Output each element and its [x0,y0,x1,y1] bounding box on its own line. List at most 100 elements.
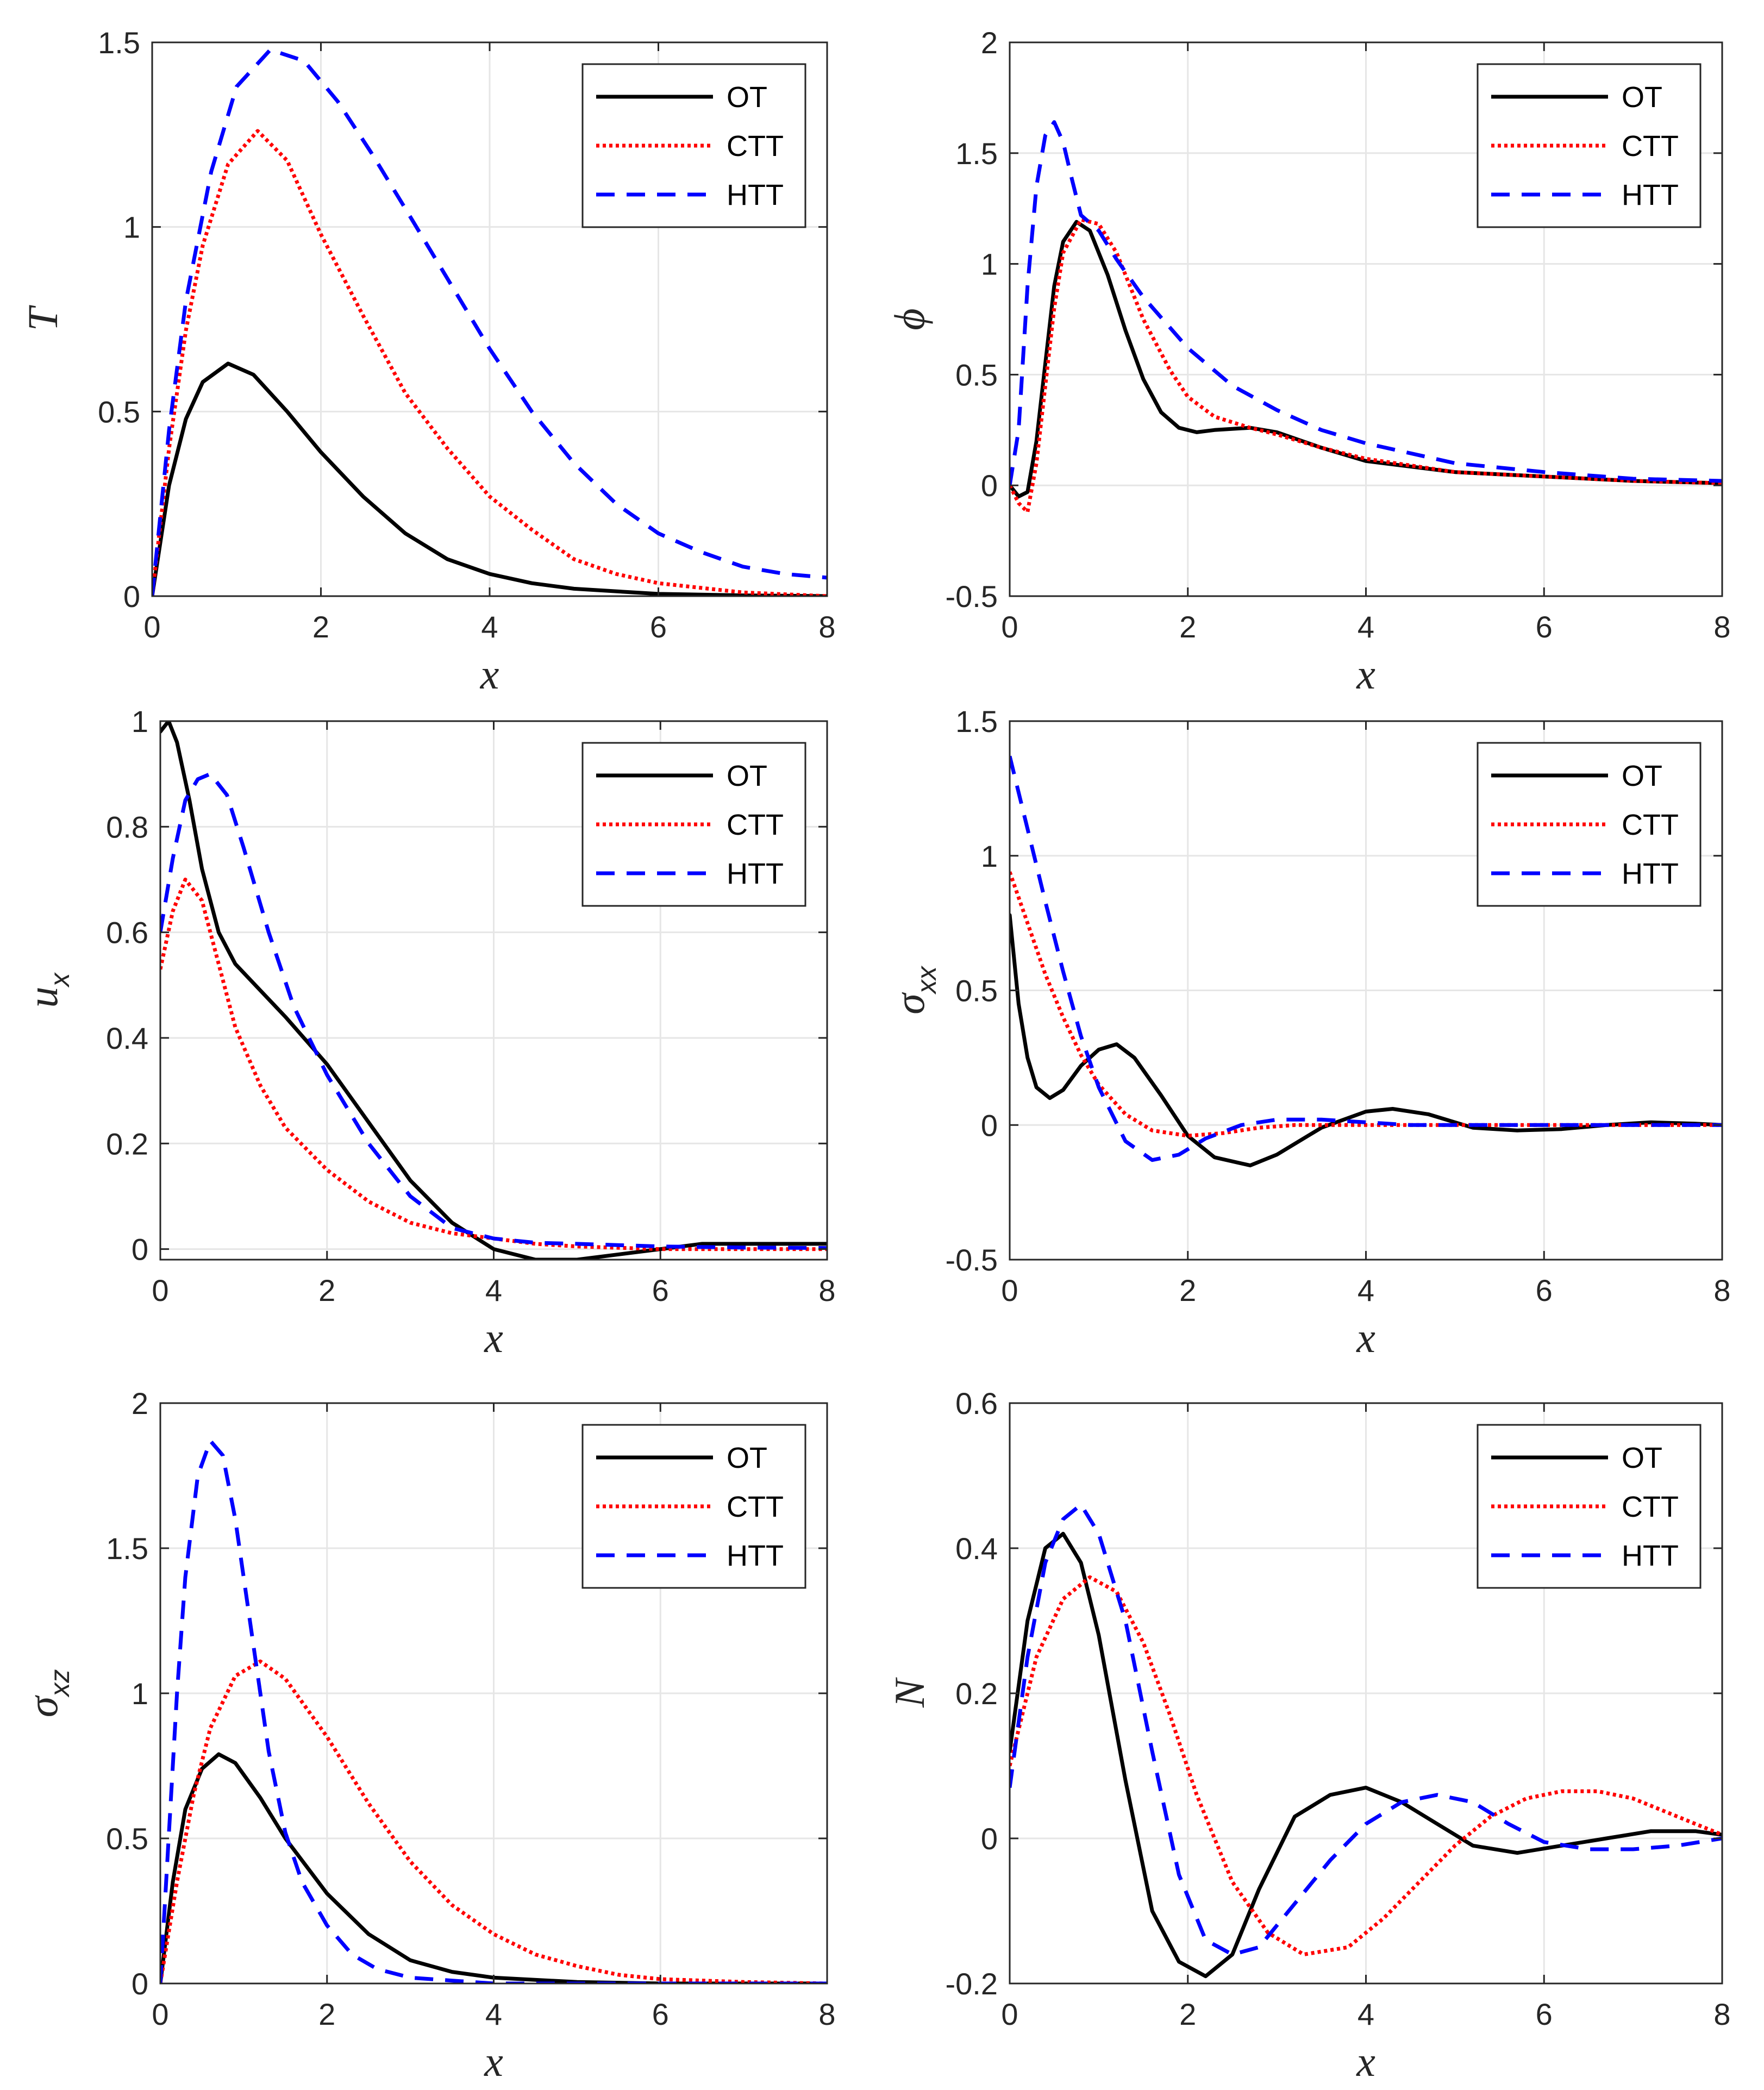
x-tick-label: 6 [650,610,667,644]
y-tick-label: 0 [123,579,140,614]
legend-label-htt: HTT [727,1540,784,1572]
y-axis-label-main: ϕ [886,308,933,330]
series-line-htt [1010,120,1722,486]
x-tick-label: 4 [1358,1273,1374,1307]
y-tick-label: -0.5 [946,579,998,614]
legend-label-ot: OT [1622,81,1662,114]
x-tick-label: 8 [1713,610,1730,644]
x-tick-label: 4 [481,610,498,644]
series-line-htt [160,1438,827,1983]
y-tick-label: -0.2 [946,1967,998,2001]
legend: OT CTT HTT [581,742,806,907]
x-tick-label: 4 [485,1997,502,2031]
panel-sxz: 0 2 4 6 8 0 0.5 1 1.5 2 x σxz OT CTT HTT [19,1386,836,2085]
legend-label-ctt: CTT [727,809,784,841]
series-line-ot [152,361,827,596]
legend-label-ot: OT [727,760,767,792]
x-tick-label: 6 [1536,610,1553,644]
y-tick-label: 1.5 [955,704,998,739]
y-axis-label-main: u [19,987,66,1008]
x-tick-label: 4 [1358,610,1374,644]
x-tick-label: 2 [318,1273,335,1307]
x-tick-label: 2 [318,1997,335,2031]
y-tick-label: 0.5 [98,395,140,429]
x-tick-label: 8 [1713,1273,1730,1307]
series-line-htt [152,48,827,596]
y-tick-label: 0.5 [106,1822,148,1856]
y-tick-label: 0.4 [955,1531,998,1566]
x-tick-label: 6 [652,1273,669,1307]
x-tick-label: 8 [1713,1997,1730,2031]
x-axis-label: x [484,2038,503,2085]
y-axis-label-subscript: xx [911,965,942,994]
x-tick-label: 0 [152,1997,168,2031]
legend-label-ctt: CTT [727,1491,784,1523]
y-tick-label: 1.5 [106,1531,148,1566]
y-tick-label: 0 [981,1108,998,1142]
series-line-ctt [160,878,827,1252]
legend-label-ctt: CTT [727,130,784,162]
y-tick-label: -0.5 [946,1243,998,1277]
y-axis-label-main: T [19,305,66,331]
y-tick-label: 2 [132,1386,148,1421]
series-line-ctt [1010,217,1722,514]
legend-label-ot: OT [1622,760,1662,792]
legend-label-htt: HTT [727,179,784,211]
x-tick-label: 2 [1179,610,1196,644]
legend-label-htt: HTT [1622,1540,1679,1572]
legend-label-htt: HTT [1622,858,1679,890]
y-tick-label: 1 [132,704,148,739]
x-tick-label: 8 [818,610,835,644]
x-tick-label: 6 [1536,1997,1553,2031]
y-axis-label: ϕ [886,308,933,330]
y-tick-label: 0 [132,1232,148,1267]
legend-label-ctt: CTT [1622,809,1679,841]
x-tick-label: 8 [818,1997,835,2031]
x-tick-label: 0 [1001,1273,1018,1307]
x-tick-label: 2 [312,610,329,644]
x-tick-label: 4 [485,1273,502,1307]
y-tick-label: 0 [981,1822,998,1856]
x-tick-label: 2 [1179,1273,1196,1307]
y-tick-label: 0.8 [106,810,148,844]
y-tick-label: 1.5 [955,136,998,171]
y-tick-label: 1 [123,210,140,245]
legend-label-htt: HTT [727,858,784,890]
y-tick-label: 0.2 [106,1127,148,1161]
y-axis-label: σxx [886,965,942,1014]
x-axis-label: x [1356,2038,1375,2085]
y-tick-label: 0.6 [955,1386,998,1421]
x-tick-label: 0 [152,1273,168,1307]
y-axis-label: σxz [19,1669,75,1717]
panel-T: 0 2 4 6 8 0 0.5 1 1.5 x T OT CTT HTT [19,26,836,698]
x-tick-label: 6 [652,1997,669,2031]
y-axis-label-main: σ [19,1695,66,1717]
series-line-ctt [1010,1575,1722,1957]
legend: OT CTT HTT [581,1424,806,1589]
series-line-htt [1010,1503,1722,1957]
x-tick-label: 2 [1179,1997,1196,2031]
y-tick-label: 1 [981,247,998,281]
x-axis-label: x [1356,650,1375,698]
series-line-ctt [152,129,827,596]
x-tick-label: 0 [1001,610,1018,644]
y-tick-label: 0 [132,1967,148,2001]
x-tick-label: 8 [818,1273,835,1307]
y-tick-label: 0 [981,468,998,503]
y-tick-label: 0.5 [955,974,998,1008]
x-tick-label: 0 [143,610,160,644]
y-axis-label-subscript: x [45,972,75,988]
series-line-htt [1010,755,1722,1162]
x-axis-label: x [484,1314,503,1361]
y-axis-label: T [19,305,66,331]
series-line-ot [1010,913,1722,1168]
legend-label-ot: OT [727,1442,767,1474]
y-axis-label-subscript: xz [45,1669,75,1698]
legend-label-ctt: CTT [1622,1491,1679,1523]
x-axis-label: x [1356,1314,1375,1361]
y-tick-label: 2 [981,26,998,60]
x-axis-label: x [480,650,499,698]
